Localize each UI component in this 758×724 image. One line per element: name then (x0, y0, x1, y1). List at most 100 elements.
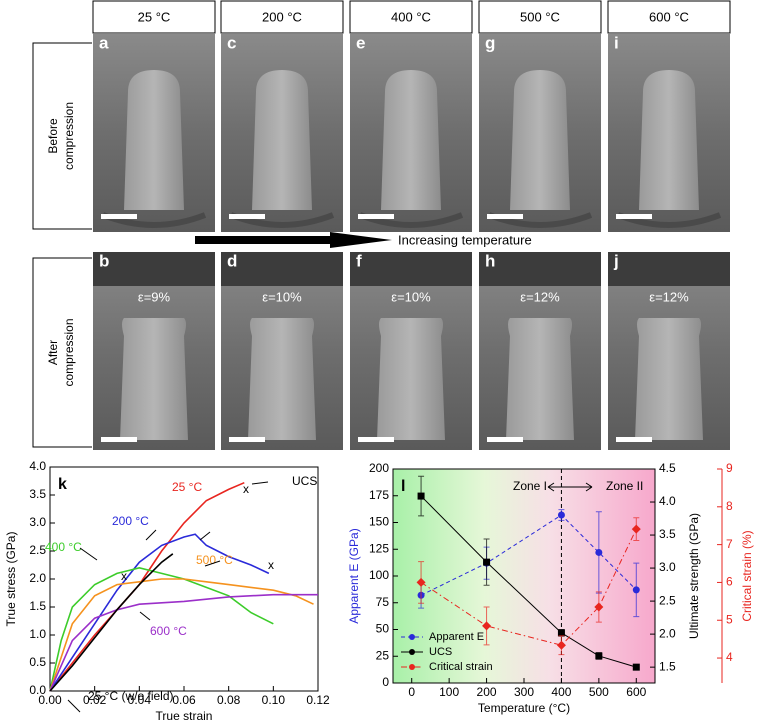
marker (632, 663, 640, 671)
x-axis-label: True strain (156, 709, 213, 723)
marker (482, 621, 492, 631)
indenter (350, 252, 472, 286)
x-tick-label: 500 (589, 685, 609, 699)
pointer-arrow (145, 529, 157, 541)
x-tick-label: 0.04 (128, 693, 152, 707)
deformed-pillar (120, 318, 188, 440)
y-tick-label: 0.0 (29, 683, 46, 697)
marker (631, 524, 641, 534)
x-tick-label: 600 (626, 685, 646, 699)
zone-background (393, 469, 655, 683)
scale-bar (101, 437, 137, 442)
annotation: x (243, 482, 249, 496)
deformed-pillar (635, 318, 703, 440)
y-tick-label: 3.0 (659, 560, 676, 574)
y-tick-label: 3.5 (29, 487, 46, 501)
series-line (49, 566, 274, 692)
x-tick-label: 0 (408, 685, 415, 699)
row-bracket (32, 42, 92, 230)
y-tick-label: 0.5 (29, 655, 46, 669)
y-tick-label: 100 (369, 568, 389, 582)
series-line (49, 578, 314, 692)
x-tick-label: 300 (514, 685, 534, 699)
temperature-header: 600 °C (649, 9, 689, 24)
panel-letter: h (485, 251, 495, 270)
panel-letter: d (227, 251, 237, 270)
panel-letter: g (485, 33, 495, 52)
y-tick-label: 75 (376, 595, 390, 609)
annotation: UCS (292, 474, 317, 488)
x-axis-label: Temperature (°C) (478, 701, 570, 715)
strain-label: ε=12% (520, 289, 560, 304)
row-label: compression (62, 102, 76, 170)
x-tick-label: 400 (551, 685, 571, 699)
row-bracket (32, 257, 92, 448)
pillar (381, 70, 441, 210)
x-tick-label: 0.08 (217, 693, 241, 707)
marker (557, 511, 565, 519)
marker (556, 640, 566, 650)
series-line (49, 533, 270, 692)
temperature-header: 25 °C (138, 9, 171, 24)
x-tick-label: 0.00 (38, 693, 62, 707)
pillar (252, 70, 312, 210)
header-box (607, 0, 731, 34)
annotation: Zone II (606, 479, 643, 493)
panel-letter: e (356, 33, 365, 52)
y-tick-label: 150 (369, 515, 389, 529)
row-label: compression (62, 318, 76, 386)
temperature-arrow (195, 232, 392, 248)
pointer-arrow (139, 611, 151, 621)
series-line (49, 481, 245, 692)
header-box (92, 0, 216, 34)
scale-bar (487, 437, 523, 442)
panel-letter: a (99, 33, 109, 52)
x-tick-label: 100 (439, 685, 459, 699)
scale-bar (229, 214, 265, 219)
panel-letter: b (99, 251, 109, 270)
series-line (49, 553, 174, 692)
y-tick-label: 175 (369, 488, 389, 502)
annotation: Zone I (513, 479, 547, 493)
pointer-arrow (251, 481, 269, 485)
scale-bar (101, 214, 137, 219)
pillar (124, 70, 184, 210)
series-label: 200 °C (112, 514, 149, 528)
pillar (510, 70, 570, 210)
series-line (49, 593, 318, 692)
scale-bar (358, 437, 394, 442)
panel-letter: k (58, 476, 67, 493)
legend-marker (409, 634, 415, 640)
y-tick-label: 4.0 (29, 459, 46, 473)
y-tick-label: 7 (726, 537, 733, 551)
header-box (478, 0, 602, 34)
y-tick-label: 3.5 (659, 527, 676, 541)
y-tick-label: 2.0 (29, 571, 46, 585)
series-label: 600 °C (150, 624, 187, 638)
y-tick-label: 8 (726, 499, 733, 513)
strain-label: ε=12% (649, 289, 689, 304)
y-tick-label: 200 (369, 461, 389, 475)
series-label: 500 °C (196, 553, 233, 567)
temperature-header: 400 °C (391, 9, 431, 24)
y-tick-label: 50 (376, 622, 390, 636)
marker (557, 629, 565, 637)
row-label: After (46, 340, 60, 365)
y-tick-label: 1.0 (29, 627, 46, 641)
panel-letter: c (227, 33, 236, 52)
legend-marker (409, 664, 415, 670)
pillar (639, 70, 699, 210)
marker (417, 492, 425, 500)
header-box (349, 0, 473, 34)
pointer-arrow (204, 560, 221, 567)
temperature-header: 500 °C (520, 9, 560, 24)
scale-bar (487, 214, 523, 219)
y-tick-label: 0 (382, 675, 389, 689)
pointer-arrow (67, 699, 81, 713)
marker (632, 586, 640, 594)
indenter (221, 252, 343, 286)
y-tick-label: 4.0 (659, 494, 676, 508)
pointer-arrow (79, 547, 98, 561)
deformed-pillar (248, 318, 316, 440)
